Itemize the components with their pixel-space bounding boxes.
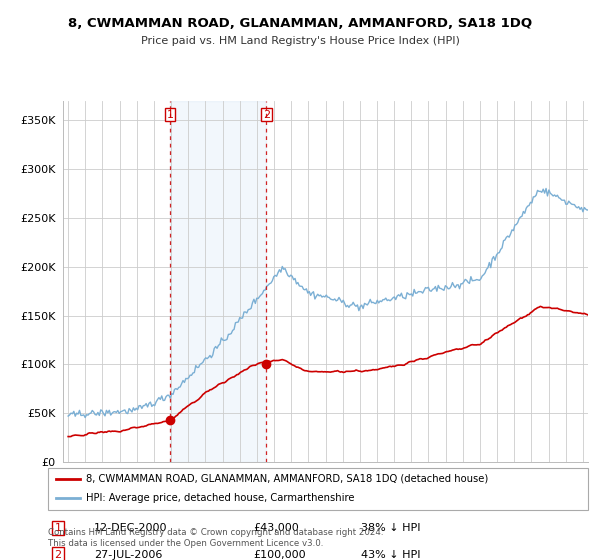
- Text: 8, CWMAMMAN ROAD, GLANAMMAN, AMMANFORD, SA18 1DQ (detached house): 8, CWMAMMAN ROAD, GLANAMMAN, AMMANFORD, …: [86, 474, 488, 484]
- Text: £43,000: £43,000: [253, 523, 299, 533]
- Text: 12-DEC-2000: 12-DEC-2000: [94, 523, 167, 533]
- Text: 38% ↓ HPI: 38% ↓ HPI: [361, 523, 421, 533]
- Text: £100,000: £100,000: [253, 549, 306, 559]
- Text: Contains HM Land Registry data © Crown copyright and database right 2024.
This d: Contains HM Land Registry data © Crown c…: [48, 528, 383, 548]
- Text: 1: 1: [167, 110, 174, 120]
- Bar: [170, 101, 266, 462]
- FancyBboxPatch shape: [48, 468, 588, 510]
- Text: 27-JUL-2006: 27-JUL-2006: [94, 549, 162, 559]
- Text: 2: 2: [263, 110, 270, 120]
- Text: Price paid vs. HM Land Registry's House Price Index (HPI): Price paid vs. HM Land Registry's House …: [140, 36, 460, 46]
- Text: 1: 1: [55, 523, 61, 533]
- Text: 2: 2: [55, 549, 62, 559]
- Text: 8, CWMAMMAN ROAD, GLANAMMAN, AMMANFORD, SA18 1DQ: 8, CWMAMMAN ROAD, GLANAMMAN, AMMANFORD, …: [68, 17, 532, 30]
- Text: 43% ↓ HPI: 43% ↓ HPI: [361, 549, 421, 559]
- Text: HPI: Average price, detached house, Carmarthenshire: HPI: Average price, detached house, Carm…: [86, 493, 354, 503]
